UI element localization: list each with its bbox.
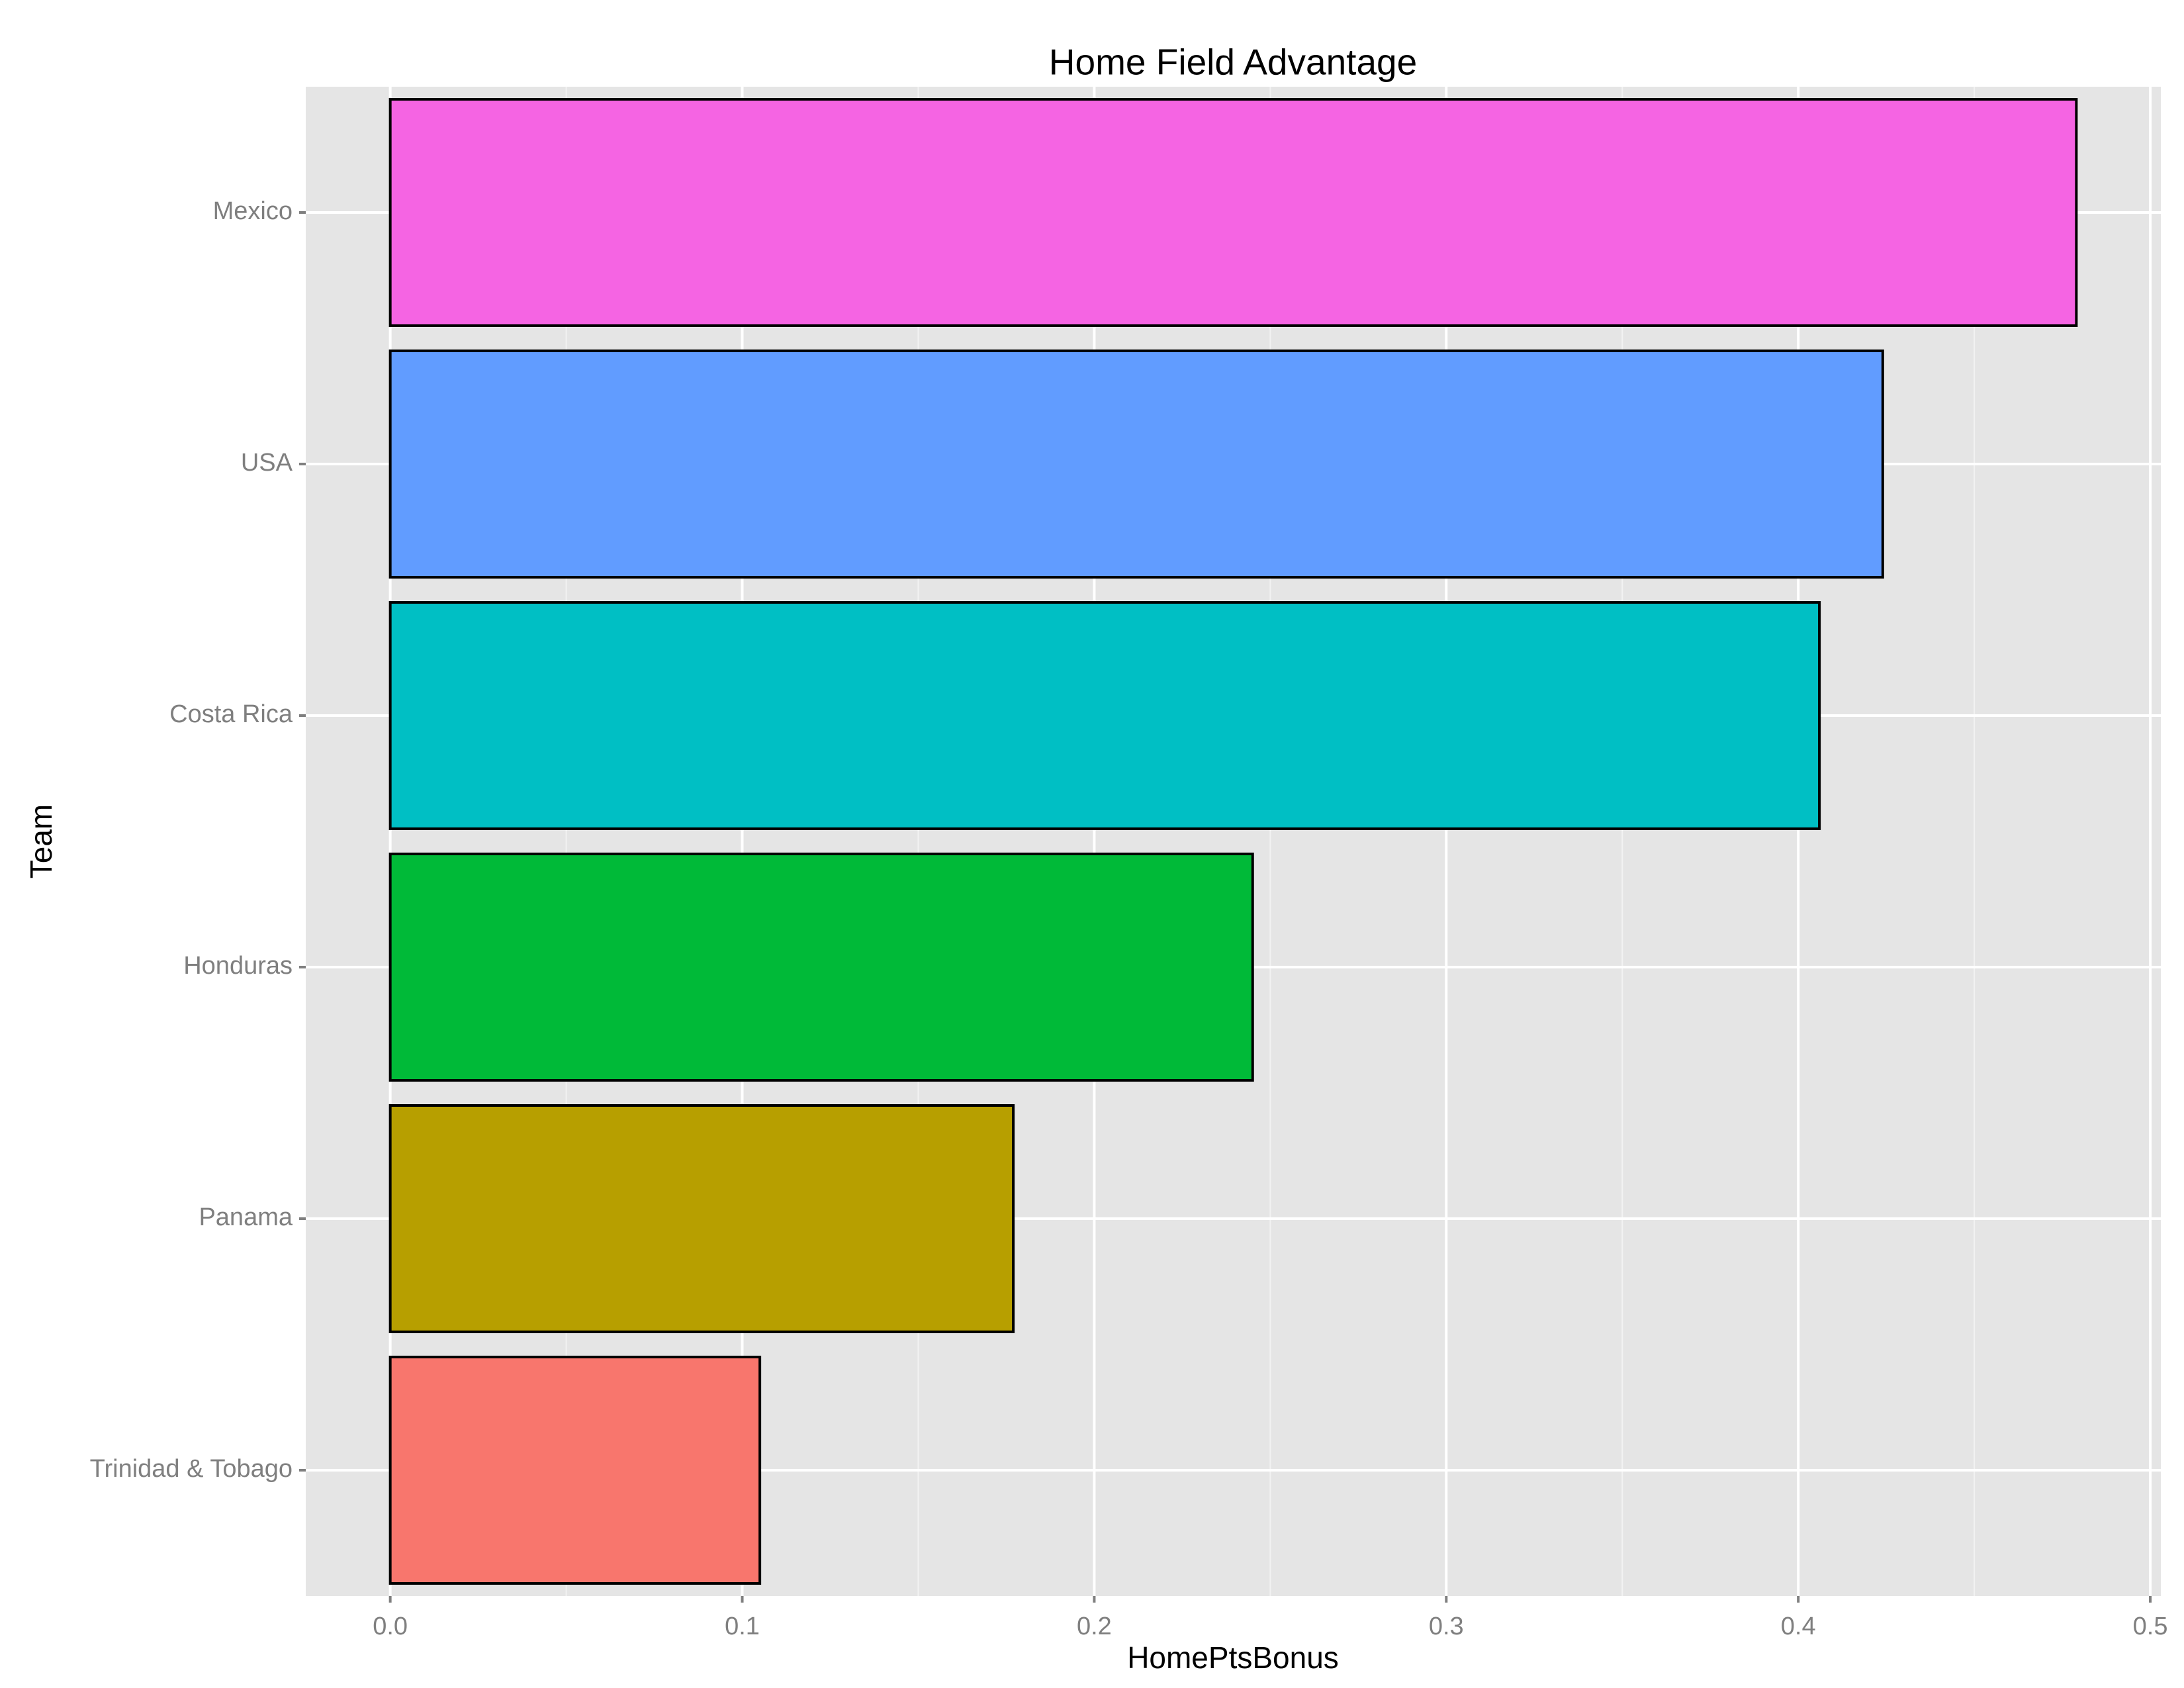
y-tick-label: Panama	[199, 1203, 293, 1231]
y-tick-label: USA	[241, 449, 293, 477]
plot-panel	[306, 87, 2161, 1596]
y-tick-label: Trinidad & Tobago	[90, 1455, 293, 1483]
bar	[388, 1104, 1015, 1333]
y-axis-title: Team	[24, 804, 58, 878]
bar	[388, 853, 1254, 1082]
x-axis-title: HomePtsBonus	[1127, 1640, 1339, 1675]
bar	[388, 601, 1821, 830]
x-tick-label: 0.0	[373, 1613, 408, 1640]
x-tick-label: 0.1	[725, 1613, 760, 1640]
x-tick-label: 0.3	[1429, 1613, 1464, 1640]
bar	[388, 98, 2078, 327]
y-tick-label: Honduras	[183, 952, 293, 980]
chart-title: Home Field Advantage	[1049, 42, 1417, 83]
y-tick-label: Costa Rica	[169, 700, 293, 728]
x-tick-label: 0.5	[2133, 1613, 2168, 1640]
x-tick-label: 0.2	[1077, 1613, 1112, 1640]
bar	[388, 1356, 762, 1585]
x-tick-label: 0.4	[1781, 1613, 1816, 1640]
bar	[388, 350, 1884, 579]
y-tick-label: Mexico	[213, 197, 293, 225]
